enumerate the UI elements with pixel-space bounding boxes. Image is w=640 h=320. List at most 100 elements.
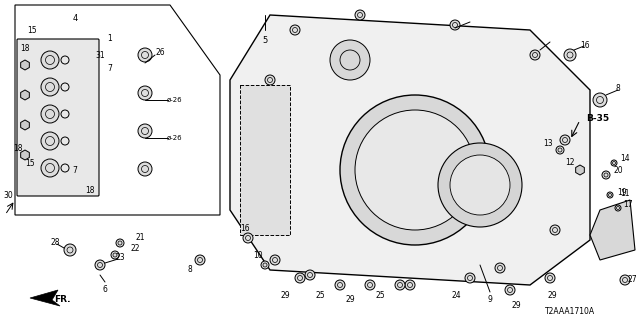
Circle shape <box>564 49 576 61</box>
Circle shape <box>138 48 152 62</box>
Text: 23: 23 <box>115 253 125 262</box>
Circle shape <box>41 105 59 123</box>
Polygon shape <box>575 165 584 175</box>
Bar <box>240 85 290 235</box>
Polygon shape <box>30 290 60 306</box>
Circle shape <box>495 263 505 273</box>
Circle shape <box>340 95 490 245</box>
Circle shape <box>330 40 370 80</box>
Circle shape <box>505 285 515 295</box>
Text: 20: 20 <box>613 165 623 174</box>
Circle shape <box>355 110 475 230</box>
Text: T2AAA1710A: T2AAA1710A <box>545 308 595 316</box>
Text: 1: 1 <box>108 34 113 43</box>
Polygon shape <box>590 200 635 260</box>
Text: 25: 25 <box>375 292 385 300</box>
Polygon shape <box>20 90 29 100</box>
Circle shape <box>530 50 540 60</box>
Text: 17: 17 <box>623 199 633 209</box>
Text: 19: 19 <box>617 188 627 196</box>
Text: 5: 5 <box>262 36 268 44</box>
Text: 9: 9 <box>488 295 492 305</box>
Circle shape <box>138 124 152 138</box>
Circle shape <box>41 132 59 150</box>
Text: 29: 29 <box>345 295 355 305</box>
Circle shape <box>465 273 475 283</box>
Circle shape <box>95 260 105 270</box>
Text: 21: 21 <box>135 233 145 242</box>
Circle shape <box>355 10 365 20</box>
Text: 16: 16 <box>240 223 250 233</box>
Circle shape <box>395 280 405 290</box>
Text: 22: 22 <box>131 244 140 252</box>
Text: ø-26: ø-26 <box>167 135 183 141</box>
Polygon shape <box>20 60 29 70</box>
Polygon shape <box>230 15 590 285</box>
Circle shape <box>602 171 610 179</box>
Circle shape <box>290 25 300 35</box>
Text: 18: 18 <box>13 143 23 153</box>
Circle shape <box>138 162 152 176</box>
Text: 6: 6 <box>102 285 108 294</box>
Circle shape <box>335 280 345 290</box>
Circle shape <box>620 275 630 285</box>
FancyBboxPatch shape <box>17 39 99 196</box>
Circle shape <box>243 233 253 243</box>
Text: 31: 31 <box>95 51 105 60</box>
Circle shape <box>365 280 375 290</box>
Circle shape <box>305 270 315 280</box>
Text: 14: 14 <box>620 154 630 163</box>
Polygon shape <box>20 120 29 130</box>
Text: 8: 8 <box>616 84 620 92</box>
Polygon shape <box>20 150 29 160</box>
Circle shape <box>405 280 415 290</box>
Circle shape <box>41 159 59 177</box>
Text: 25: 25 <box>315 292 325 300</box>
Circle shape <box>260 170 270 180</box>
Circle shape <box>438 143 522 227</box>
Text: B-35: B-35 <box>586 114 609 123</box>
Text: 16: 16 <box>580 41 590 50</box>
Circle shape <box>615 205 621 211</box>
Text: 4: 4 <box>72 13 77 22</box>
Circle shape <box>265 75 275 85</box>
Circle shape <box>295 273 305 283</box>
Text: 27: 27 <box>627 276 637 284</box>
Text: 24: 24 <box>451 292 461 300</box>
Text: 13: 13 <box>543 139 553 148</box>
Text: 15: 15 <box>25 158 35 167</box>
Text: FR.: FR. <box>54 295 70 305</box>
Circle shape <box>195 255 205 265</box>
Circle shape <box>556 146 564 154</box>
Text: 29: 29 <box>547 292 557 300</box>
Text: 11: 11 <box>620 188 630 197</box>
Circle shape <box>611 160 617 166</box>
Text: 15: 15 <box>27 26 37 35</box>
Text: 7: 7 <box>72 165 77 174</box>
Text: 10: 10 <box>253 251 263 260</box>
Circle shape <box>138 86 152 100</box>
Circle shape <box>41 78 59 96</box>
Circle shape <box>261 261 269 269</box>
Text: 7: 7 <box>108 63 113 73</box>
Circle shape <box>116 239 124 247</box>
Circle shape <box>545 273 555 283</box>
Circle shape <box>593 93 607 107</box>
Circle shape <box>64 244 76 256</box>
Text: 29: 29 <box>280 292 290 300</box>
Text: 29: 29 <box>511 300 521 309</box>
Circle shape <box>450 155 510 215</box>
Circle shape <box>450 20 460 30</box>
Circle shape <box>560 135 570 145</box>
Text: 26: 26 <box>155 47 165 57</box>
Text: 8: 8 <box>188 266 193 275</box>
Text: 28: 28 <box>51 237 60 246</box>
Circle shape <box>270 255 280 265</box>
Text: 18: 18 <box>85 186 95 195</box>
Circle shape <box>111 251 119 259</box>
Circle shape <box>41 51 59 69</box>
Text: 18: 18 <box>20 44 29 52</box>
Text: 12: 12 <box>565 157 575 166</box>
Text: 30: 30 <box>3 190 13 199</box>
Circle shape <box>607 192 613 198</box>
